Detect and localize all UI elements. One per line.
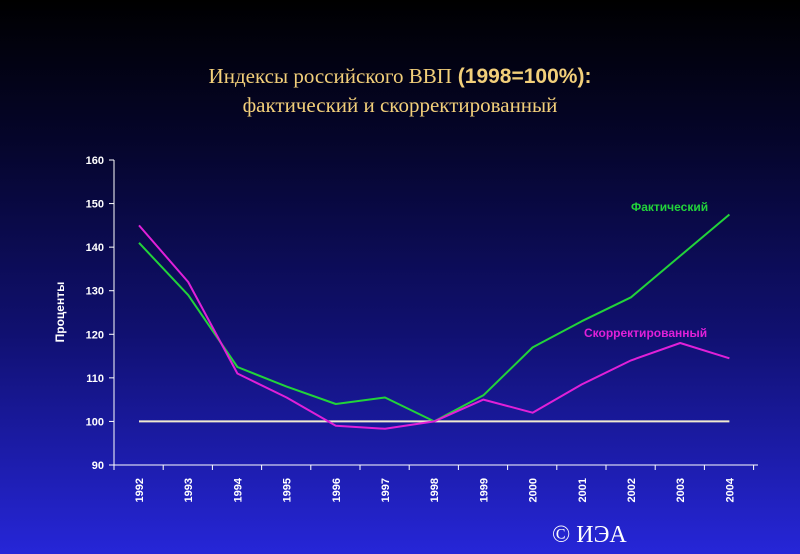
y-tick-label: 150 [86,199,104,211]
x-tick-label: 2002 [626,478,638,502]
x-tick-label: 1993 [183,478,195,502]
x-tick-label: 1999 [478,478,490,502]
x-tick-label: 1998 [429,478,441,502]
series-label-2: Скорректированный [584,326,707,340]
x-tick-label: 1996 [331,478,343,502]
y-tick-label: 110 [86,373,104,385]
series-line-1 [138,213,731,423]
y-tick-label: 90 [92,460,104,472]
y-axis-label: Проценты [53,282,67,343]
y-tick-label: 140 [86,242,104,254]
x-tick-label: 1995 [282,478,294,502]
x-tick-label: 1992 [134,478,146,502]
x-tick-label: 1994 [232,477,244,502]
x-tick-label: 2004 [724,477,736,502]
y-tick-label: 120 [86,329,104,341]
x-tick-label: 2003 [675,478,687,502]
x-tick-label: 2001 [577,478,589,502]
x-tick-label: 1997 [380,478,392,502]
y-tick-label: 130 [86,286,104,298]
series-label-1: Фактический [631,200,708,214]
y-tick-label: 100 [86,416,104,428]
x-tick-label: 2000 [528,478,540,502]
copyright-footer: © ИЭА [552,522,627,548]
chart-title-line1: Индексы российского ВВП (1998=100%): [0,62,800,91]
chart-title-line2: фактический и скорректированный [242,93,558,117]
series-line-2 [138,224,730,430]
y-tick-label: 160 [86,155,104,167]
chart-title-line1-bold: (1998=100%): [457,65,592,88]
chart-title-line1-text: Индексы российского ВВП [208,64,452,88]
chart-title: Индексы российского ВВП (1998=100%): фак… [0,62,800,120]
